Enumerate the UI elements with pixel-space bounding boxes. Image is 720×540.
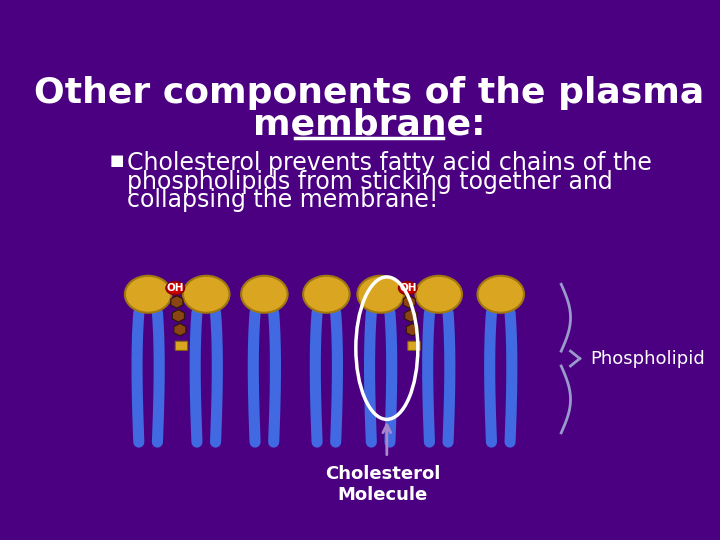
Polygon shape xyxy=(406,323,418,336)
Ellipse shape xyxy=(166,281,184,295)
Polygon shape xyxy=(403,296,415,308)
Text: OH: OH xyxy=(399,283,416,293)
Text: OH: OH xyxy=(166,283,184,293)
Polygon shape xyxy=(172,309,184,322)
Polygon shape xyxy=(171,296,183,308)
Ellipse shape xyxy=(241,276,287,313)
Text: membrane:: membrane: xyxy=(253,107,485,141)
Polygon shape xyxy=(174,323,186,336)
Ellipse shape xyxy=(303,276,350,313)
Text: Phospholipid: Phospholipid xyxy=(590,349,706,368)
Ellipse shape xyxy=(477,276,524,313)
Ellipse shape xyxy=(125,276,171,313)
Text: Cholesterol
Molecule: Cholesterol Molecule xyxy=(325,465,441,504)
Ellipse shape xyxy=(398,281,417,295)
FancyBboxPatch shape xyxy=(175,341,188,350)
Text: Other components of the plasma: Other components of the plasma xyxy=(34,76,704,110)
FancyBboxPatch shape xyxy=(408,341,420,350)
Text: collapsing the membrane!: collapsing the membrane! xyxy=(127,188,438,212)
Polygon shape xyxy=(405,309,417,322)
Ellipse shape xyxy=(415,276,462,313)
Text: phospholipids from sticking together and: phospholipids from sticking together and xyxy=(127,170,613,193)
Ellipse shape xyxy=(183,276,230,313)
Text: ■: ■ xyxy=(109,153,124,167)
Text: Cholesterol prevents fatty acid chains of the: Cholesterol prevents fatty acid chains o… xyxy=(127,151,652,175)
Ellipse shape xyxy=(357,276,404,313)
